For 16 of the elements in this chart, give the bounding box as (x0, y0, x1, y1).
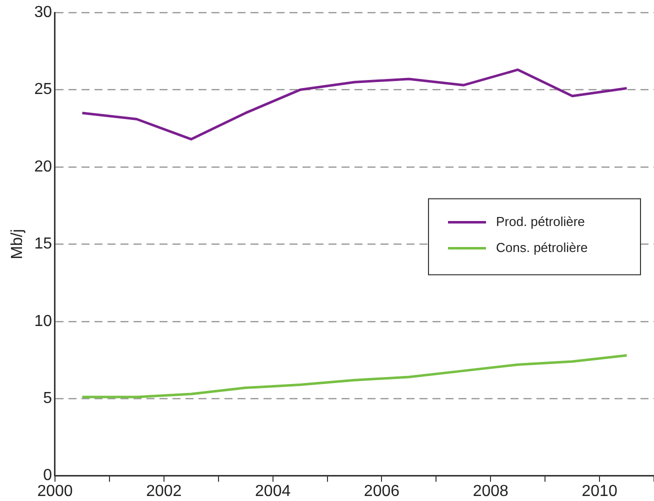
y-tick-label: 30 (34, 4, 52, 22)
y-axis-title: Mb/j (9, 229, 26, 260)
legend-label: Cons. pétrolière (496, 240, 588, 255)
x-tick-label: 2008 (472, 482, 509, 500)
y-tick-label: 15 (34, 236, 52, 253)
x-tick-label: 2004 (255, 482, 291, 500)
y-tick-label: 0 (43, 467, 52, 484)
x-tick-label: 2010 (582, 482, 618, 500)
y-tick-label: 10 (34, 312, 52, 330)
y-tick-label: 25 (34, 81, 52, 98)
x-tick-label: 2002 (146, 482, 182, 500)
legend-label: Prod. pétrolière (496, 214, 585, 229)
y-tick-label: 5 (43, 390, 52, 408)
y-tick-label: 20 (34, 158, 52, 176)
x-tick-label: 2000 (37, 482, 73, 500)
x-tick-label: 2006 (364, 482, 400, 500)
